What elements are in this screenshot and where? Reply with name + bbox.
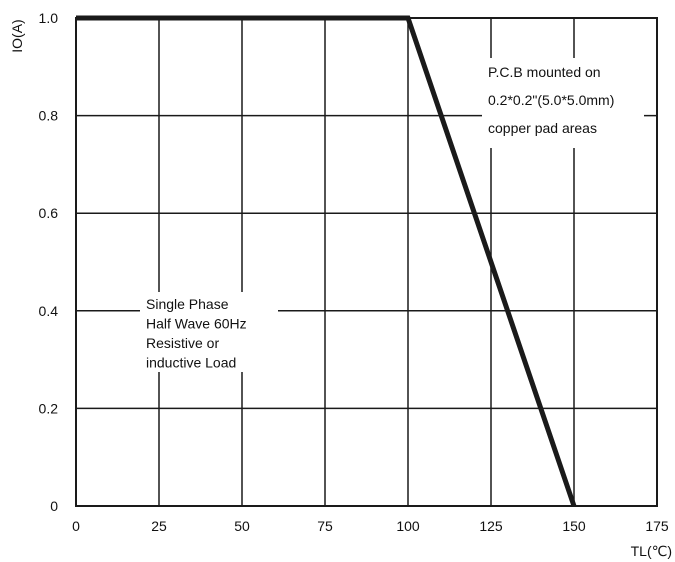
x-axis-title: TL(℃) xyxy=(631,543,672,559)
y-axis-title: IO(A) xyxy=(9,19,25,52)
annotation-line: P.C.B mounted on xyxy=(488,64,601,80)
series-group xyxy=(76,15,577,507)
y-tick-label: 0.8 xyxy=(39,108,59,124)
x-tick-label: 50 xyxy=(234,518,250,534)
annotation-background xyxy=(140,292,278,372)
annotation-line: Resistive or xyxy=(146,335,219,351)
annotation-line: Single Phase xyxy=(146,296,229,312)
x-tick-label: 25 xyxy=(151,518,167,534)
annotation-background xyxy=(482,58,644,148)
x-tick-label: 150 xyxy=(562,518,586,534)
x-tick-label: 175 xyxy=(645,518,669,534)
annotation-line: Half Wave 60Hz xyxy=(146,316,247,332)
y-tick-label: 0.2 xyxy=(39,400,59,416)
derating-curve xyxy=(76,15,577,507)
pcb-annotation: P.C.B mounted on 0.2*0.2"(5.0*5.0mm) coppe… xyxy=(482,58,644,148)
x-tick-label: 125 xyxy=(479,518,503,534)
y-tick-label: 0.4 xyxy=(39,303,59,319)
x-tick-label: 75 xyxy=(317,518,333,534)
annotation-line: 0.2*0.2"(5.0*5.0mm) xyxy=(488,92,614,108)
y-tick-label: 1.0 xyxy=(39,10,59,26)
y-tick-label: 0.6 xyxy=(39,205,59,221)
annotation-line: copper pad areas xyxy=(488,120,597,136)
y-tick-label: 0 xyxy=(50,498,58,514)
conditions-annotation: Single Phase Half Wave 60Hz Resistive or in… xyxy=(140,292,278,372)
x-tick-label: 0 xyxy=(72,518,80,534)
x-tick-labels: 0 25 50 75 100 125 150 175 xyxy=(72,518,669,534)
x-tick-label: 100 xyxy=(396,518,420,534)
y-tick-labels: 0 0.2 0.4 0.6 0.8 1.0 xyxy=(39,10,59,514)
annotation-line: inductive Load xyxy=(146,355,236,371)
